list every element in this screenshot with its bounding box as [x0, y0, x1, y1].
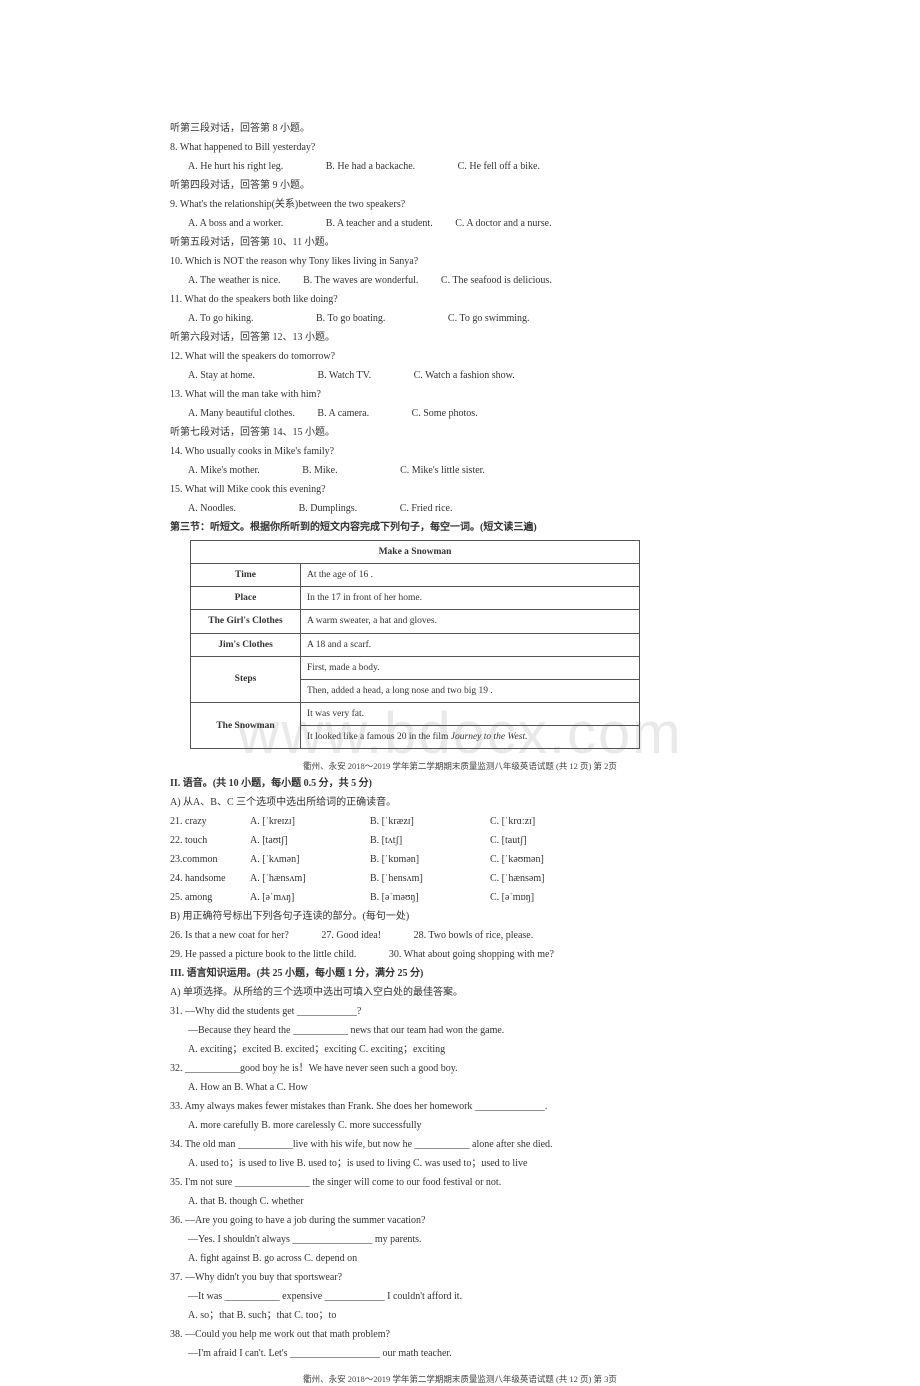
- q13a: A. Many beautiful clothes.: [188, 405, 295, 422]
- tbl-steps-key: Steps: [191, 656, 301, 702]
- q34: 34. The old man ___________live with his…: [170, 1136, 750, 1153]
- sec2-title: II. 语音。(共 10 小题，每小题 0.5 分，共 5 分): [170, 775, 750, 792]
- q10a: A. The weather is nice.: [188, 272, 281, 289]
- tbl-time-key: Time: [191, 564, 301, 587]
- tbl-girl-val: A warm sweater, a hat and gloves.: [301, 610, 640, 633]
- tbl-steps-val2: Then, added a head, a long nose and two …: [301, 679, 640, 702]
- dialog4-intro: 听第四段对话，回答第 9 小题。: [170, 177, 750, 194]
- q23: 23.commonA. [ˈkʌmən]B. [ˈkɒmən]C. [ˈkəʊm…: [170, 851, 750, 868]
- dialog3-intro: 听第三段对话，回答第 8 小题。: [170, 120, 750, 137]
- q22: 22. touchA. [taʊtʃ]B. [tʌtʃ]C. [tautʃ]: [170, 832, 750, 849]
- exam-page-2: 听第三段对话，回答第 8 小题。 8. What happened to Bil…: [170, 120, 750, 774]
- q11c: C. To go swimming.: [448, 310, 530, 327]
- tbl-time-val: At the age of 16 .: [301, 564, 640, 587]
- q11-options: A. To go hiking. B. To go boating. C. To…: [170, 310, 750, 327]
- tbl-snow-val1: It was very fat.: [301, 702, 640, 725]
- q10b: B. The waves are wonderful.: [303, 272, 418, 289]
- sec2b-title: B) 用正确符号标出下列各句子连读的部分。(每句一处): [170, 908, 750, 925]
- q38b: —I'm afraid I can't. Let's _____________…: [170, 1345, 750, 1362]
- q12b: B. Watch TV.: [317, 367, 371, 384]
- q15: 15. What will Mike cook this evening?: [170, 481, 750, 498]
- section3-title: 第三节：听短文。根据你所听到的短文内容完成下列句子，每空一词。(短文读三遍): [170, 519, 750, 536]
- q26-28: 26. Is that a new coat for her? 27. Good…: [170, 927, 750, 944]
- q15-options: A. Noodles. B. Dumplings. C. Fried rice.: [170, 500, 750, 517]
- q35: 35. I'm not sure _______________ the sin…: [170, 1174, 750, 1191]
- sec3a-title: A) 单项选择。从所给的三个选项中选出可填入空白处的最佳答案。: [170, 984, 750, 1001]
- q15a: A. Noodles.: [188, 500, 236, 517]
- q10: 10. Which is NOT the reason why Tony lik…: [170, 253, 750, 270]
- q37b: —It was ___________ expensive __________…: [170, 1288, 750, 1305]
- q11: 11. What do the speakers both like doing…: [170, 291, 750, 308]
- q31opt: A. exciting；excited B. excited；exciting …: [170, 1041, 750, 1058]
- q35opt: A. that B. though C. whether: [170, 1193, 750, 1210]
- q36opt: A. fight against B. go across C. depend …: [170, 1250, 750, 1267]
- q15c: C. Fried rice.: [400, 500, 453, 517]
- q11b: B. To go boating.: [316, 310, 385, 327]
- q14a: A. Mike's mother.: [188, 462, 260, 479]
- tbl-place-key: Place: [191, 587, 301, 610]
- dialog5-intro: 听第五段对话，回答第 10、11 小题。: [170, 234, 750, 251]
- q13-options: A. Many beautiful clothes. B. A camera. …: [170, 405, 750, 422]
- q8a: A. He hurt his right leg.: [188, 158, 283, 175]
- q14-options: A. Mike's mother. B. Mike. C. Mike's lit…: [170, 462, 750, 479]
- q32opt: A. How an B. What a C. How: [170, 1079, 750, 1096]
- q8b: B. He had a backache.: [326, 158, 415, 175]
- snowman-table: Make a Snowman Time At the age of 16 . P…: [190, 540, 640, 749]
- q33: 33. Amy always makes fewer mistakes than…: [170, 1098, 750, 1115]
- q9a: A. A boss and a worker.: [188, 215, 283, 232]
- q12c: C. Watch a fashion show.: [414, 367, 515, 384]
- page2-footer: 衢州、永安 2018～2019 学年第二学期期末质量监测八年级英语试题 (共 1…: [170, 759, 750, 773]
- q15b: B. Dumplings.: [299, 500, 358, 517]
- q13: 13. What will the man take with him?: [170, 386, 750, 403]
- q14b: B. Mike.: [302, 462, 337, 479]
- q29-30: 29. He passed a picture book to the litt…: [170, 946, 750, 963]
- q13b: B. A camera.: [317, 405, 369, 422]
- q21: 21. crazyA. [ˈkreɪzɪ]B. [ˈkræzɪ]C. [ˈkrɑ…: [170, 813, 750, 830]
- q9b: B. A teacher and a student.: [326, 215, 433, 232]
- q12-options: A. Stay at home. B. Watch TV. C. Watch a…: [170, 367, 750, 384]
- dialog6-intro: 听第六段对话，回答第 12、13 小题。: [170, 329, 750, 346]
- sec2a-title: A) 从A、B、C 三个选项中选出所给词的正确读音。: [170, 794, 750, 811]
- q37opt: A. so；that B. such；that C. too；to: [170, 1307, 750, 1324]
- q9c: C. A doctor and a nurse.: [455, 215, 551, 232]
- q37a: 37. —Why didn't you buy that sportswear?: [170, 1269, 750, 1286]
- page3-footer: 衢州、永安 2018～2019 学年第二学期期末质量监测八年级英语试题 (共 1…: [170, 1372, 750, 1386]
- q13c: C. Some photos.: [412, 405, 478, 422]
- q25: 25. amongA. [əˈmʌŋ]B. [əˈməʊŋ]C. [əˈmɒŋ]: [170, 889, 750, 906]
- q32: 32. ___________good boy he is！We have ne…: [170, 1060, 750, 1077]
- q12: 12. What will the speakers do tomorrow?: [170, 348, 750, 365]
- q31a: 31. —Why did the students get __________…: [170, 1003, 750, 1020]
- q14: 14. Who usually cooks in Mike's family?: [170, 443, 750, 460]
- q12a: A. Stay at home.: [188, 367, 255, 384]
- q14c: C. Mike's little sister.: [400, 462, 485, 479]
- tbl-snow-val2: It looked like a famous 20 in the film J…: [301, 726, 640, 749]
- q11a: A. To go hiking.: [188, 310, 254, 327]
- tbl-snow-key: The Snowman: [191, 702, 301, 748]
- q38a: 38. —Could you help me work out that mat…: [170, 1326, 750, 1343]
- q10c: C. The seafood is delicious.: [441, 272, 552, 289]
- q36a: 36. —Are you going to have a job during …: [170, 1212, 750, 1229]
- q36b: —Yes. I shouldn't always _______________…: [170, 1231, 750, 1248]
- q10-options: A. The weather is nice. B. The waves are…: [170, 272, 750, 289]
- q24: 24. handsomeA. [ˈhænsʌm]B. [ˈhensʌm]C. […: [170, 870, 750, 887]
- q34opt: A. used to；is used to live B. used to；is…: [170, 1155, 750, 1172]
- tbl-girl-key: The Girl's Clothes: [191, 610, 301, 633]
- q8: 8. What happened to Bill yesterday?: [170, 139, 750, 156]
- dialog7-intro: 听第七段对话，回答第 14、15 小题。: [170, 424, 750, 441]
- exam-page-3: II. 语音。(共 10 小题，每小题 0.5 分，共 5 分) A) 从A、B…: [170, 775, 750, 1386]
- q8-options: A. He hurt his right leg. B. He had a ba…: [170, 158, 750, 175]
- tbl-title: Make a Snowman: [191, 541, 640, 564]
- sec3-title: III. 语言知识运用。(共 25 小题，每小题 1 分，满分 25 分): [170, 965, 750, 982]
- tbl-place-val: In the 17 in front of her home.: [301, 587, 640, 610]
- tbl-jim-key: Jim's Clothes: [191, 633, 301, 656]
- tbl-steps-val1: First, made a body.: [301, 656, 640, 679]
- q8c: C. He fell off a bike.: [458, 158, 540, 175]
- q9-options: A. A boss and a worker. B. A teacher and…: [170, 215, 750, 232]
- q33opt: A. more carefully B. more carelessly C. …: [170, 1117, 750, 1134]
- q31b: —Because they heard the ___________ news…: [170, 1022, 750, 1039]
- tbl-jim-val: A 18 and a scarf.: [301, 633, 640, 656]
- q9: 9. What's the relationship(关系)between th…: [170, 196, 750, 213]
